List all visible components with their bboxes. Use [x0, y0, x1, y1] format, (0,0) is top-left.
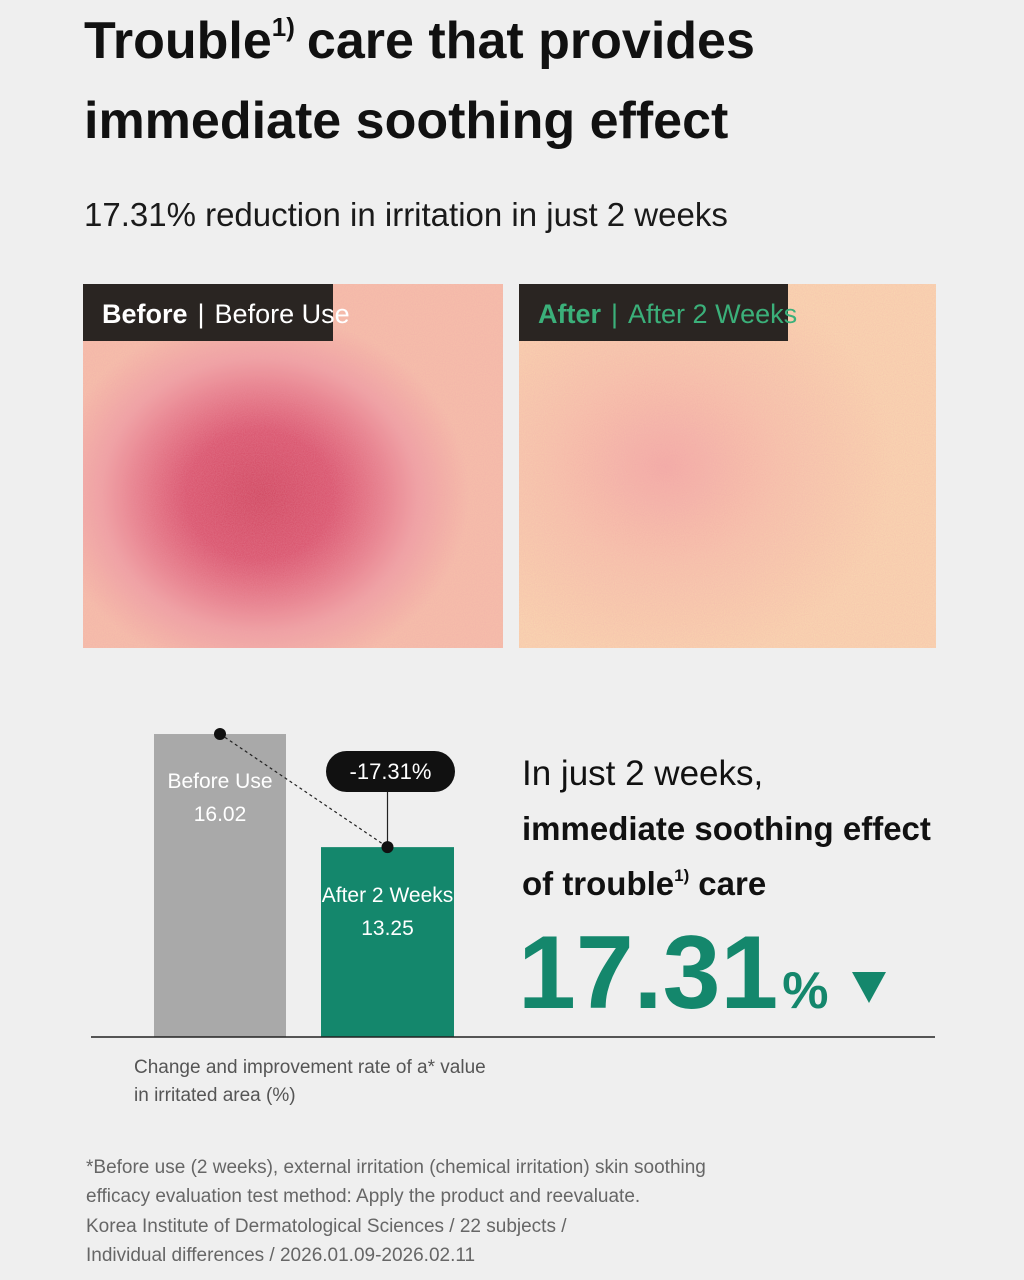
- title-line-2: immediate soothing effect: [84, 92, 728, 150]
- figure-unit: %: [782, 962, 828, 1020]
- down-arrow: [852, 972, 886, 1003]
- title-sup: 1): [272, 12, 295, 42]
- photo-tag-box: [83, 284, 333, 341]
- title-text: Trouble: [84, 12, 272, 70]
- figure: 17.31: [518, 915, 778, 1031]
- bar-value-label: 13.25: [361, 917, 414, 940]
- bar-value-label: 16.02: [194, 803, 247, 826]
- title-line-1: Trouble1) care that provides: [84, 12, 755, 70]
- photo-tag-box: [519, 284, 788, 341]
- chart-caption: in irritated area (%): [134, 1085, 296, 1106]
- summary-line: In just 2 weeks,: [522, 754, 763, 793]
- bar-chart: Before Use 16.02 After 2 Weeks 13.25 -17.31%…: [91, 728, 935, 1106]
- change-annotation: -17.31%: [350, 759, 432, 784]
- tag: Before: [102, 299, 188, 329]
- value-dot: [381, 841, 394, 854]
- summary: In just 2 weeks, immediate soothing effe…: [518, 754, 931, 1031]
- bar-category-label: Before Use: [167, 770, 272, 793]
- summary-text: of trouble: [522, 865, 674, 902]
- summary-figure: 17.31%: [518, 915, 829, 1031]
- summary-text: care: [698, 865, 766, 902]
- footnote: Individual differences / 2026.01.09-2026…: [86, 1245, 475, 1266]
- tag-label: After 2 Weeks: [628, 299, 797, 329]
- separator: |: [198, 299, 205, 329]
- photo: [83, 284, 503, 648]
- after-photo: After | After 2 Weeks: [519, 284, 936, 648]
- annotation-pill: [326, 751, 455, 792]
- footnotes: *Before use (2 weeks), external irritati…: [86, 1157, 706, 1266]
- change-connector: [219, 733, 388, 848]
- footnote: Korea Institute of Dermatological Scienc…: [86, 1216, 567, 1237]
- photo: [519, 284, 936, 648]
- title-text: care that provides: [307, 12, 755, 70]
- before-photo: Before | Before Use: [83, 284, 503, 648]
- subtitle: 17.31% reduction in irritation in just 2…: [84, 196, 728, 233]
- value-dot: [214, 728, 226, 741]
- tag: After: [538, 299, 601, 329]
- bar-category-label: After 2 Weeks: [322, 884, 454, 907]
- summary-line: of trouble1) care: [522, 865, 766, 902]
- summary-sup: 1): [674, 866, 689, 885]
- chart-caption: Change and improvement rate of a* value: [134, 1057, 486, 1078]
- separator: |: [611, 299, 618, 329]
- bar: [154, 734, 286, 1037]
- summary-line: immediate soothing effect: [522, 810, 931, 847]
- photo-tag: Before | Before Use: [102, 299, 350, 329]
- footnote: *Before use (2 weeks), external irritati…: [86, 1157, 706, 1178]
- photo-tag: After | After 2 Weeks: [538, 299, 797, 329]
- tag-label: Before Use: [215, 299, 350, 329]
- bar: [321, 847, 454, 1037]
- footnote: efficacy evaluation test method: Apply t…: [86, 1186, 640, 1207]
